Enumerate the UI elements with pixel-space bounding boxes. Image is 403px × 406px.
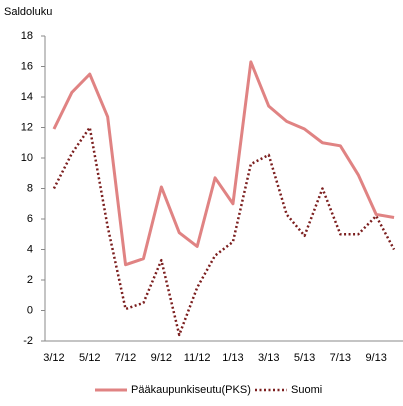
y-axis-title: Saldoluku (4, 6, 52, 18)
x-tick-label: 7/13 (330, 352, 351, 364)
y-tick-label: 14 (21, 91, 33, 103)
y-tick-label: 0 (27, 304, 33, 316)
x-tick-label: 9/13 (365, 352, 386, 364)
y-tick-label: 10 (21, 152, 33, 164)
y-tick-label: 2 (27, 274, 33, 286)
x-tick-label: 9/12 (151, 352, 172, 364)
y-tick-label: 4 (27, 243, 33, 255)
legend-label: Suomi (291, 384, 322, 396)
y-tick-label: 16 (21, 60, 33, 72)
y-tick-label: 8 (27, 182, 33, 194)
x-tick-label: 5/13 (294, 352, 315, 364)
line-series (52, 126, 396, 337)
x-tick-label: 5/12 (79, 352, 100, 364)
line-series (52, 60, 395, 267)
x-tick-label: 1/13 (222, 352, 243, 364)
y-tick-label: 6 (27, 213, 33, 225)
legend-label: Pääkaupunkiseutu(PKS) (131, 384, 251, 396)
x-tick-label: 3/13 (258, 352, 279, 364)
x-tick-label: 7/12 (115, 352, 136, 364)
x-tick-label: 3/12 (43, 352, 64, 364)
y-tick-label: -2 (23, 335, 33, 347)
y-tick-label: 12 (21, 121, 33, 133)
x-tick-label: 11/12 (184, 352, 211, 364)
y-tick-label: 18 (21, 30, 33, 42)
